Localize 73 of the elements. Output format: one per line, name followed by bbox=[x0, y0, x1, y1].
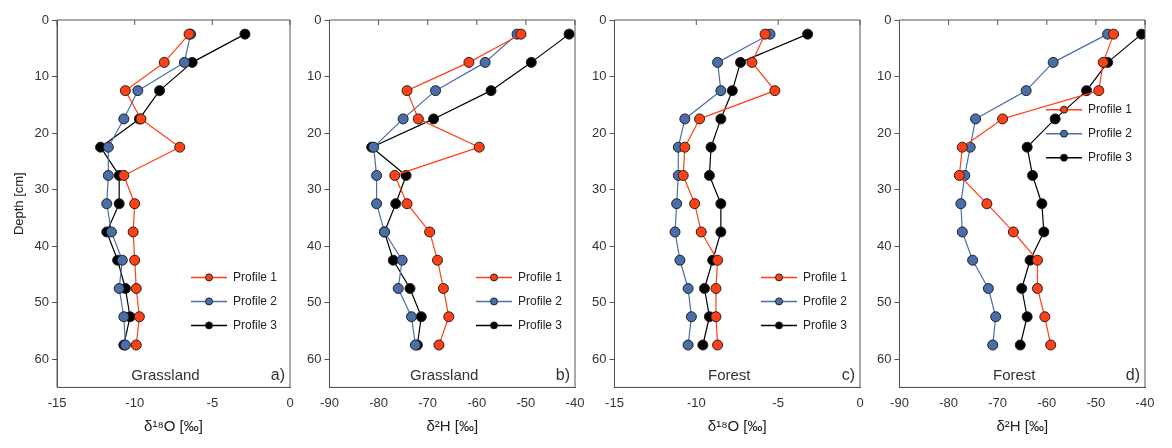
x-tick-label: -10 bbox=[686, 394, 706, 410]
y-tick-label: 30 bbox=[306, 181, 322, 197]
y-tick-label: 0 bbox=[599, 11, 607, 27]
x-tick-label: -70 bbox=[988, 394, 1008, 410]
y-tick-label: 0 bbox=[41, 11, 50, 27]
y-tick-label: 30 bbox=[876, 181, 892, 197]
annotation: b) bbox=[555, 365, 570, 383]
y-tick-label: 50 bbox=[876, 294, 892, 310]
y-tick-label: 30 bbox=[591, 181, 607, 197]
x-tick-label: -40 bbox=[565, 394, 585, 410]
x-tick-label: -15 bbox=[47, 394, 67, 410]
legend-label: Profile 3 bbox=[803, 317, 848, 332]
annotation: Grassland bbox=[131, 366, 200, 384]
y-tick-label: 40 bbox=[876, 237, 892, 253]
x-tick-label: -40 bbox=[1135, 394, 1155, 410]
x-tick-label: -90 bbox=[320, 394, 339, 410]
x-axis-title: δ²H [‰] bbox=[996, 417, 1049, 435]
legend-label: Profile 1 bbox=[233, 269, 278, 284]
x-tick-label: 0 bbox=[286, 394, 294, 410]
legend-label: Profile 1 bbox=[1088, 102, 1133, 117]
y-tick-label: 50 bbox=[34, 294, 50, 310]
y-tick-label: 60 bbox=[306, 350, 322, 366]
annotation: Forest bbox=[992, 366, 1037, 384]
legend-label: Profile 1 bbox=[518, 269, 563, 284]
x-tick-label: -5 bbox=[206, 394, 219, 410]
y-tick-label: 50 bbox=[591, 294, 607, 310]
annotation: c) bbox=[841, 365, 855, 383]
x-tick-label: -80 bbox=[939, 394, 958, 410]
x-tick-label: -50 bbox=[516, 394, 536, 410]
y-tick-label: 0 bbox=[884, 11, 892, 27]
y-tick-label: 10 bbox=[306, 68, 322, 84]
x-axis-title: δ¹⁸O [‰] bbox=[707, 417, 767, 435]
annotation: d) bbox=[1125, 365, 1140, 383]
x-tick-label: -5 bbox=[772, 394, 784, 410]
y-tick-label: 40 bbox=[34, 237, 50, 253]
y-tick-label: 20 bbox=[591, 124, 607, 140]
annotation: Forest bbox=[707, 366, 752, 384]
y-tick-label: 60 bbox=[34, 350, 50, 366]
y-tick-label: 20 bbox=[306, 124, 322, 140]
y-tick-label: 60 bbox=[591, 350, 607, 366]
legend-label: Profile 1 bbox=[803, 269, 848, 284]
x-tick-label: -80 bbox=[369, 394, 388, 410]
y-tick-label: 10 bbox=[876, 68, 892, 84]
legend-label: Profile 2 bbox=[518, 293, 563, 308]
legend-label: Profile 3 bbox=[1088, 150, 1133, 165]
annotation: Grassland bbox=[410, 366, 479, 384]
y-tick-label: 30 bbox=[34, 181, 50, 197]
y-tick-label: 10 bbox=[591, 68, 607, 84]
legend-label: Profile 3 bbox=[233, 317, 278, 332]
x-tick-label: -15 bbox=[605, 394, 624, 410]
legend-label: Profile 2 bbox=[803, 293, 848, 308]
legend-label: Profile 2 bbox=[1088, 126, 1133, 141]
x-tick-label: -70 bbox=[418, 394, 438, 410]
annotation: a) bbox=[270, 365, 285, 383]
x-axis-title: δ²H [‰] bbox=[426, 417, 479, 435]
y-axis-title: Depth [cm] bbox=[11, 172, 27, 236]
x-tick-label: -60 bbox=[467, 394, 487, 410]
y-tick-label: 20 bbox=[876, 124, 892, 140]
x-tick-label: -50 bbox=[1086, 394, 1106, 410]
x-tick-label: -90 bbox=[890, 394, 909, 410]
y-tick-label: 10 bbox=[34, 68, 50, 84]
y-tick-label: 40 bbox=[306, 237, 322, 253]
x-tick-label: -10 bbox=[125, 394, 145, 410]
legend-label: Profile 2 bbox=[233, 293, 278, 308]
legend-label: Profile 3 bbox=[518, 317, 563, 332]
x-tick-label: 0 bbox=[856, 394, 864, 410]
y-tick-label: 20 bbox=[34, 124, 50, 140]
y-tick-label: 60 bbox=[876, 350, 892, 366]
y-tick-label: 40 bbox=[591, 237, 607, 253]
x-axis-title: δ¹⁸O [‰] bbox=[144, 417, 203, 435]
y-tick-label: 50 bbox=[306, 294, 322, 310]
x-tick-label: -60 bbox=[1037, 394, 1057, 410]
y-tick-label: 0 bbox=[314, 11, 322, 27]
